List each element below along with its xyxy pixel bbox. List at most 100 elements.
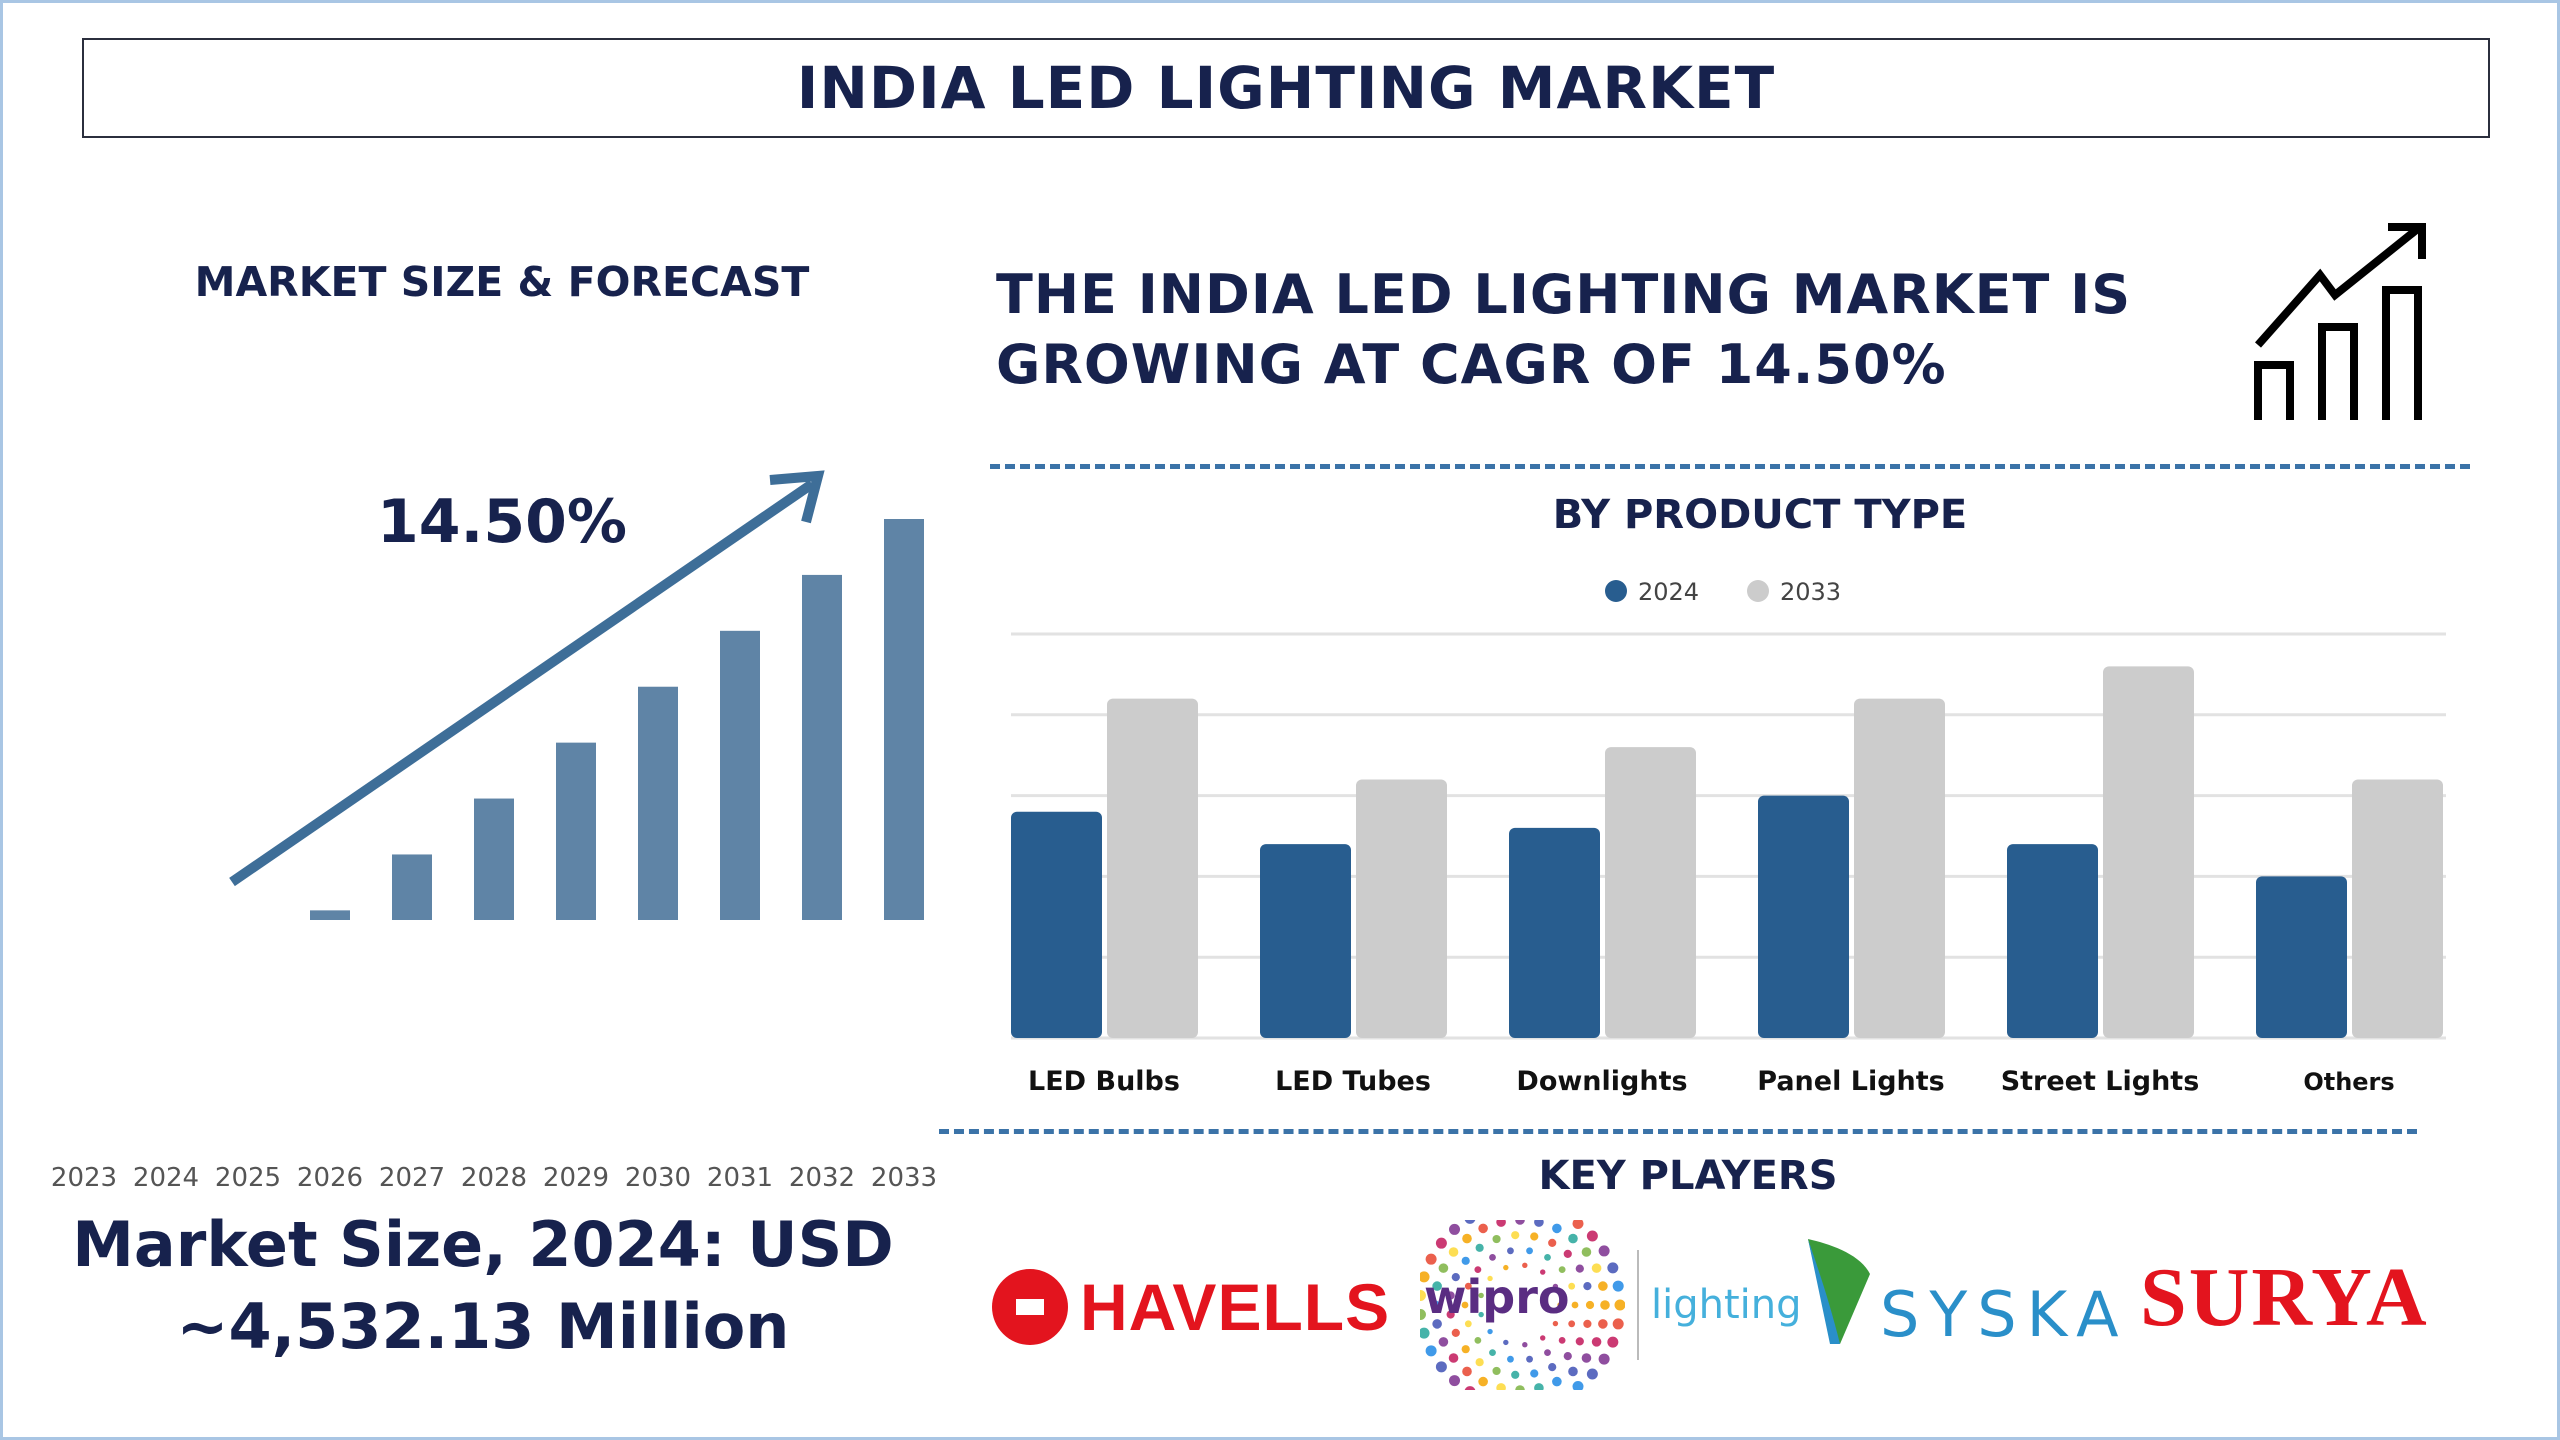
growth-arrow [229, 479, 815, 887]
wipro-dot [1487, 1328, 1493, 1335]
wipro-dot [1586, 1368, 1598, 1380]
syska-logo: SYSKA [1800, 1234, 2129, 1354]
wipro-dot [1446, 1310, 1455, 1319]
bar-2033-LED Tubes [1356, 779, 1447, 1038]
bar-2031 [720, 630, 760, 920]
bar-2033-Others [2352, 779, 2443, 1038]
wipro-dot [1515, 1385, 1525, 1390]
wipro-dot [1496, 1220, 1506, 1227]
wipro-dot [1425, 1345, 1437, 1357]
wipro-dot [1420, 1327, 1430, 1339]
wipro-dot [1612, 1318, 1624, 1330]
syska-mark-icon [1808, 1239, 1870, 1344]
surya-logo: SURYA [2140, 1250, 2429, 1344]
title-banner: INDIA LED LIGHTING MARKET [82, 38, 2490, 138]
bar-2027 [392, 854, 432, 920]
wipro-dot [1511, 1370, 1520, 1379]
wipro-dot [1522, 1342, 1528, 1348]
arrow-head-icon [769, 470, 825, 524]
wipro-dot [1425, 1253, 1437, 1265]
wipro-dot [1448, 1247, 1459, 1257]
wipro-dot [1534, 1383, 1544, 1390]
market-forecast-chart: 14.50% [229, 470, 924, 920]
market-size-line2: ~4,532.13 Million [176, 1290, 790, 1363]
wipro-dot [1475, 1243, 1484, 1252]
bar-2030 [638, 686, 678, 920]
cagr-annotation: 14.50% [377, 487, 627, 557]
market-size-heading: MARKET SIZE & FORECAST [194, 258, 810, 306]
category-label: Downlights [1516, 1066, 1687, 1097]
wipro-dot [1572, 1380, 1584, 1390]
divider-bottom [939, 1129, 2417, 1134]
wipro-dot [1507, 1247, 1514, 1255]
wipro-dot [1487, 1275, 1493, 1282]
wipro-dot [1511, 1231, 1520, 1240]
wipro-dot [1492, 1234, 1501, 1244]
wipro-dot [1552, 1223, 1562, 1234]
bar-2033-Downlights [1605, 747, 1696, 1038]
wipro-dot [1571, 1301, 1579, 1309]
wipro-dot [1478, 1292, 1484, 1299]
wipro-dot [1474, 1336, 1482, 1344]
divider-top [990, 464, 2470, 469]
year-label: 2025 [215, 1163, 281, 1193]
wipro-dot [1464, 1386, 1476, 1390]
wipro-dot [1581, 1353, 1592, 1363]
wipro-dot [1568, 1366, 1578, 1377]
year-label: 2026 [297, 1163, 363, 1193]
wipro-logo: wipro lighting [1420, 1220, 1802, 1390]
market-size-line1: Market Size, 2024: USD [72, 1208, 894, 1281]
wipro-dot [1598, 1319, 1608, 1329]
wipro-dot [1558, 1266, 1566, 1274]
year-label: 2029 [543, 1163, 609, 1193]
product-type-chart: 2024 2033 LED Bulbs LED Tubes Downlights Pane… [1011, 578, 2446, 1097]
wipro-dot [1575, 1264, 1584, 1273]
bar-2029 [556, 742, 596, 920]
year-label: 2030 [625, 1163, 691, 1193]
bar-2024-LED Tubes [1260, 844, 1351, 1038]
headline-line1: THE INDIA LED LIGHTING MARKET IS [996, 263, 2132, 326]
bar-2024-LED Bulbs [1011, 811, 1102, 1038]
wipro-dot [1591, 1337, 1602, 1347]
wipro-dot [1432, 1319, 1442, 1329]
category-label: Panel Lights [1757, 1066, 1944, 1097]
wipro-dot [1612, 1280, 1624, 1292]
wipro-dot [1548, 1238, 1557, 1247]
page-title: INDIA LED LIGHTING MARKET [796, 54, 1776, 122]
wipro-dot [1558, 1336, 1566, 1344]
growth-chart-icon [2254, 223, 2426, 420]
headline-line2: GROWING AT CAGR OF 14.50% [996, 333, 1947, 396]
wipro-dot [1448, 1353, 1459, 1363]
wipro-dot [1461, 1256, 1470, 1265]
wipro-dot [1598, 1353, 1610, 1365]
legend-label-2033: 2033 [1780, 578, 1841, 606]
wipro-dot [1614, 1299, 1625, 1311]
wipro-dot [1446, 1291, 1455, 1300]
wipro-dot [1438, 1263, 1449, 1273]
year-label: 2028 [461, 1163, 527, 1193]
wipro-dot [1552, 1320, 1559, 1327]
wipro-dot [1451, 1273, 1460, 1282]
wipro-dot [1572, 1220, 1584, 1230]
wipro-dot [1420, 1289, 1426, 1301]
wipro-dot [1478, 1223, 1488, 1234]
category-label: Street Lights [2001, 1066, 2200, 1097]
bar-2024-Downlights [1509, 827, 1600, 1038]
wipro-dot [1478, 1376, 1488, 1387]
wipro-dot [1548, 1363, 1557, 1372]
year-axis: 2023 2024 2025 2026 2027 2028 2029 2030 2031 2032… [51, 1163, 937, 1193]
year-label: 2027 [379, 1163, 445, 1193]
category-label: Others [2303, 1068, 2394, 1096]
bar-2024-Others [2256, 876, 2347, 1038]
wipro-dot [1586, 1230, 1598, 1242]
wipro-dot [1435, 1237, 1447, 1249]
wipro-dot [1464, 1282, 1472, 1290]
wipro-dot [1449, 1223, 1461, 1235]
wipro-dot [1568, 1282, 1576, 1290]
product-type-heading: BY PRODUCT TYPE [1552, 492, 1968, 538]
wipro-dot [1540, 1269, 1546, 1275]
wipro-dot [1475, 1358, 1484, 1367]
wipro-dot [1600, 1300, 1610, 1310]
wipro-dot [1552, 1376, 1562, 1387]
